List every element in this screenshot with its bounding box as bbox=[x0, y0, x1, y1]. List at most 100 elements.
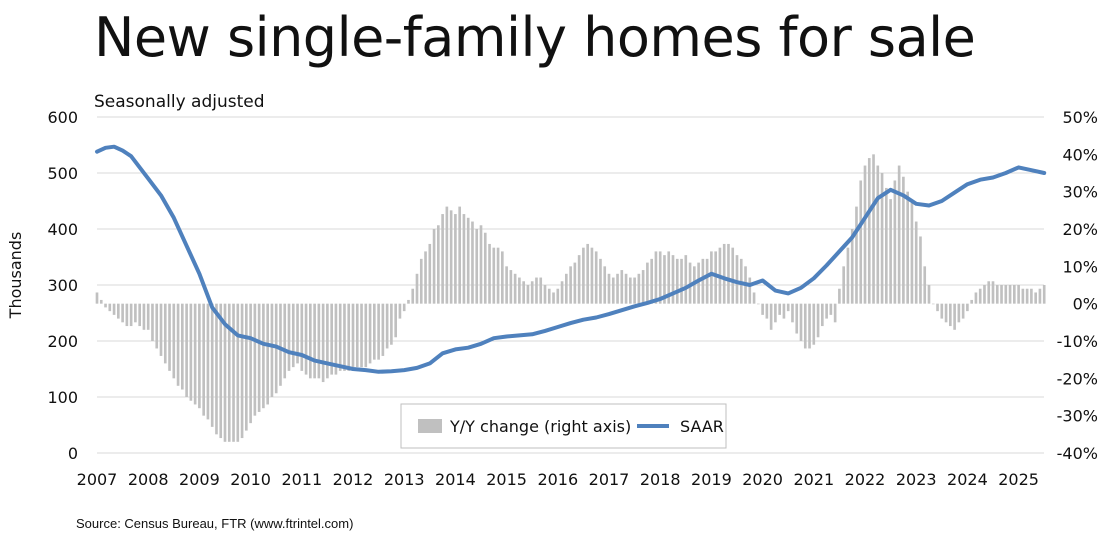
yy-change-bar bbox=[543, 285, 547, 304]
yy-change-bar bbox=[914, 221, 918, 304]
yy-change-bar bbox=[774, 303, 777, 323]
yy-change-bar bbox=[223, 303, 227, 442]
yy-change-bar bbox=[471, 221, 474, 304]
yy-change-bar bbox=[1042, 285, 1046, 304]
yy-change-bar bbox=[138, 303, 141, 327]
yy-change-bar bbox=[931, 303, 935, 305]
yy-change-bar bbox=[121, 303, 124, 323]
yy-change-bar bbox=[172, 303, 176, 379]
yy-change-bar bbox=[479, 225, 483, 304]
yy-change-bar bbox=[902, 176, 905, 304]
x-tick-label: 2011 bbox=[281, 470, 322, 489]
yy-change-bar bbox=[513, 273, 517, 304]
x-tick-label: 2024 bbox=[947, 470, 988, 489]
yy-change-bar bbox=[99, 299, 103, 304]
legend-label-line: SAAR bbox=[680, 417, 724, 436]
yy-change-bars bbox=[95, 154, 1046, 442]
yy-change-bar bbox=[134, 303, 137, 323]
yy-change-bar bbox=[360, 303, 363, 368]
yy-change-bar bbox=[637, 273, 641, 304]
yy-change-bar bbox=[245, 303, 248, 431]
yy-change-bar bbox=[266, 303, 269, 405]
yy-change-bar bbox=[1038, 288, 1042, 304]
yy-change-bar bbox=[146, 303, 150, 330]
yy-change-bar bbox=[535, 277, 538, 304]
yy-change-bar bbox=[944, 303, 948, 323]
yy-change-bar bbox=[812, 303, 816, 345]
yy-change-bar bbox=[449, 210, 453, 304]
y-right-tick-label: 0% bbox=[1073, 295, 1098, 314]
yy-change-bar bbox=[364, 303, 368, 368]
yy-change-bar bbox=[287, 303, 291, 371]
yy-change-bar bbox=[351, 303, 355, 368]
yy-change-bar bbox=[330, 303, 333, 375]
yy-change-bar bbox=[129, 303, 133, 327]
yy-change-bar bbox=[846, 247, 850, 304]
yy-change-bar bbox=[326, 303, 329, 379]
yy-change-bar bbox=[859, 180, 863, 304]
yy-change-bar bbox=[334, 303, 338, 375]
yy-change-bar bbox=[560, 281, 564, 304]
yy-change-bar bbox=[641, 270, 645, 304]
yy-change-bar bbox=[590, 247, 594, 304]
y-left-tick-label: 200 bbox=[47, 332, 78, 351]
yy-change-bar bbox=[338, 303, 342, 371]
legend: Y/Y change (right axis) SAAR bbox=[400, 403, 727, 449]
yy-change-bar bbox=[633, 277, 636, 304]
yy-change-bar bbox=[987, 281, 991, 304]
yy-change-bar bbox=[219, 303, 223, 439]
y-right-tick-label: -40% bbox=[1057, 444, 1098, 463]
yy-change-bar bbox=[607, 273, 611, 304]
yy-change-bar bbox=[347, 303, 351, 371]
y-left-tick-label: 500 bbox=[47, 164, 78, 183]
yy-change-bar bbox=[616, 273, 619, 304]
x-tick-label: 2019 bbox=[691, 470, 732, 489]
yy-change-bar bbox=[663, 255, 666, 304]
yy-change-bar bbox=[906, 191, 909, 304]
y-right-tick-label: -10% bbox=[1057, 332, 1098, 351]
yy-change-bar bbox=[151, 303, 154, 341]
yy-change-bar bbox=[232, 303, 235, 442]
yy-change-bar bbox=[1013, 285, 1016, 304]
yy-change-bar bbox=[769, 303, 773, 330]
yy-change-bar bbox=[398, 303, 402, 319]
yy-change-bar bbox=[377, 303, 380, 360]
yy-change-bar bbox=[1034, 292, 1037, 304]
yy-change-bar bbox=[402, 303, 406, 312]
yy-change-bar bbox=[757, 303, 760, 305]
yy-change-bar bbox=[210, 303, 214, 427]
yy-change-bar bbox=[850, 229, 854, 304]
yy-change-bar bbox=[803, 303, 807, 349]
yy-change-bar bbox=[441, 214, 444, 304]
yy-change-bar bbox=[509, 270, 513, 304]
yy-change-bar bbox=[125, 303, 129, 327]
yy-change-bar bbox=[838, 288, 841, 304]
yy-change-bar bbox=[104, 303, 107, 308]
yy-change-bar bbox=[949, 303, 952, 327]
yy-change-bar bbox=[620, 270, 624, 304]
yy-change-bar bbox=[650, 258, 653, 304]
yy-change-bar bbox=[483, 232, 487, 304]
yy-change-bar bbox=[671, 255, 675, 304]
yy-change-bar bbox=[253, 303, 257, 416]
yy-change-bar bbox=[522, 281, 525, 304]
yy-change-bar bbox=[953, 303, 956, 330]
yy-change-bar bbox=[198, 303, 201, 409]
yy-change-bar bbox=[872, 154, 875, 304]
yy-change-bar bbox=[163, 303, 167, 364]
yy-change-bar bbox=[582, 247, 585, 304]
y-left-tick-label: 400 bbox=[47, 220, 78, 239]
yy-change-bar bbox=[897, 165, 901, 304]
yy-change-bar bbox=[599, 258, 602, 304]
legend-swatch-bars bbox=[418, 419, 442, 433]
yy-change-bar bbox=[765, 303, 769, 319]
yy-change-bar bbox=[445, 206, 449, 304]
yy-change-bar bbox=[176, 303, 180, 386]
yy-change-bar bbox=[714, 251, 717, 304]
yy-change-bar bbox=[1017, 285, 1020, 304]
yy-change-bar bbox=[270, 303, 274, 397]
yy-change-bar bbox=[731, 247, 735, 304]
yy-change-bar bbox=[991, 281, 995, 304]
yy-change-bar bbox=[791, 303, 794, 323]
